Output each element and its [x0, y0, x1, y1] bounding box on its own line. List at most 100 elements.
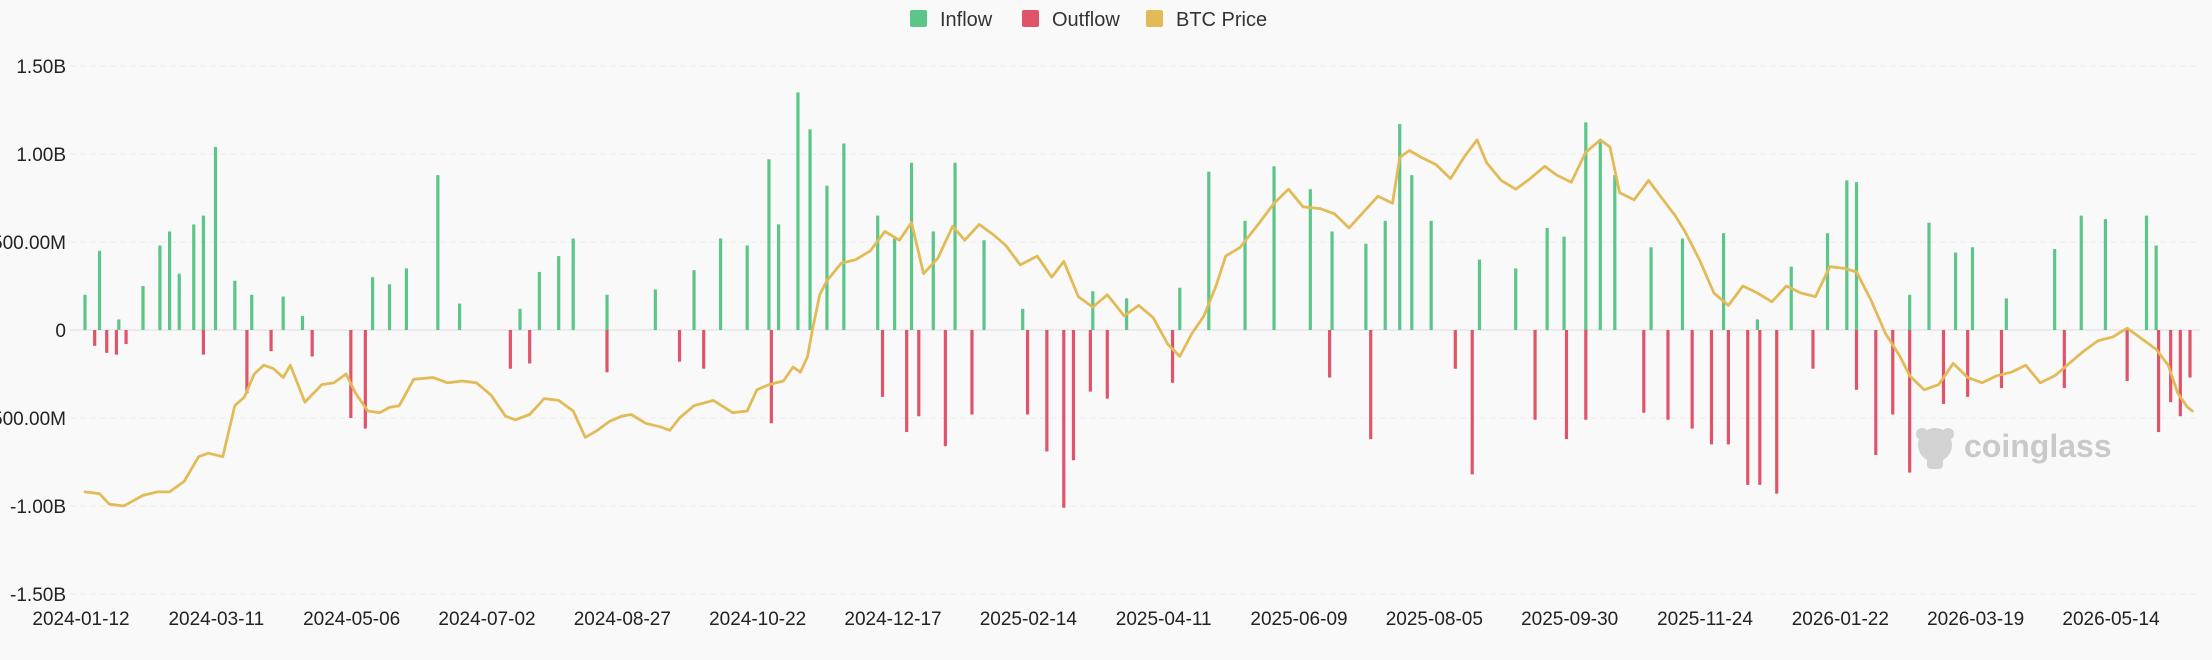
inflow-bar — [808, 129, 812, 330]
legend-swatch-inflow — [910, 10, 927, 27]
inflow-bar — [1789, 266, 1793, 330]
inflow-bar — [1545, 227, 1549, 330]
btc-price-line — [83, 138, 2194, 508]
inflow-bar — [1477, 259, 1482, 330]
outflow-bar — [1666, 330, 1670, 420]
inflow-bar — [876, 215, 880, 330]
outflow-bar — [2156, 330, 2161, 433]
inflow-bar — [458, 303, 462, 330]
x-tick-label: 2025-06-09 — [1250, 609, 1347, 630]
legend-item-btc-price[interactable]: BTC Price — [1146, 9, 1267, 31]
outflow-bar — [363, 330, 367, 429]
outflow-bar — [1088, 330, 1092, 392]
legend-label: Outflow — [1052, 9, 1120, 31]
y-tick-label: -1.50B — [10, 585, 66, 606]
inflow-bar — [141, 286, 145, 330]
x-tick-label: 2026-05-14 — [2062, 609, 2160, 630]
outflow-bar — [880, 330, 885, 397]
outflow-bar — [114, 330, 119, 355]
outflow-bar — [905, 330, 909, 433]
outflow-bar — [1071, 330, 1076, 461]
outflow-bar — [201, 330, 206, 355]
inflow-bar — [192, 224, 196, 330]
x-tick-label: 2024-05-06 — [303, 609, 400, 630]
inflow-bar — [1243, 220, 1247, 330]
inflow-bar — [1330, 231, 1334, 330]
inflow-bar — [931, 231, 935, 330]
outflow-bar — [1105, 330, 1109, 399]
x-tick-label: 2024-07-02 — [438, 609, 535, 630]
outflow-bar — [124, 330, 128, 345]
inflow-bar — [825, 185, 829, 330]
y-tick-label: -1.00B — [10, 497, 66, 518]
x-tick-label: 2025-09-30 — [1521, 609, 1618, 630]
outflow-bar — [1642, 330, 1646, 413]
inflow-bar — [982, 240, 986, 330]
inflow-bar — [1970, 247, 1975, 330]
inflow-bar — [1272, 166, 1276, 330]
outflow-bar — [1025, 330, 1030, 415]
outflow-bar — [2188, 330, 2192, 378]
inflow-bar — [117, 319, 121, 330]
inflow-bar — [1429, 220, 1433, 330]
inflow-bar — [1207, 171, 1211, 330]
inflow-bar — [1514, 268, 1518, 330]
legend-item-outflow[interactable]: Outflow — [1022, 9, 1120, 31]
inflow-bar — [1308, 189, 1312, 330]
inflow-bar — [1584, 122, 1588, 330]
price-line-layer — [83, 138, 2194, 508]
y-tick-label: 500.00M — [0, 233, 66, 254]
inflow-bar — [796, 92, 800, 331]
outflow-bar — [310, 330, 314, 357]
inflow-bar — [767, 159, 771, 330]
outflow-bar — [1453, 330, 1457, 369]
inflow-bar — [404, 268, 409, 330]
y-tick-label: 0 — [55, 321, 66, 342]
inflow-bar — [387, 284, 392, 330]
outflow-bar — [269, 330, 273, 352]
outflow-bar — [1874, 330, 1878, 455]
outflow-bar — [1758, 330, 1762, 485]
outflow-bar — [105, 330, 109, 353]
outflow-bar — [1999, 330, 2004, 389]
inflow-bar — [233, 280, 237, 330]
inflow-bar — [250, 294, 254, 330]
outflow-bar — [1170, 330, 1175, 383]
y-tick-label: 1.50B — [16, 57, 66, 78]
inflow-bar — [1178, 287, 1182, 330]
x-tick-label: 2025-11-24 — [1657, 609, 1753, 630]
watermark: coinglass — [1916, 428, 2112, 469]
legend-item-inflow[interactable]: Inflow — [910, 9, 993, 31]
inflow-bar — [2103, 219, 2108, 330]
outflow-bar — [769, 330, 773, 424]
legend-label: Inflow — [940, 9, 993, 31]
x-tick-label: 2024-03-11 — [168, 609, 264, 630]
inflow-bar — [1021, 308, 1025, 330]
inflow-bar — [571, 238, 575, 330]
legend: Inflow Outflow BTC Price — [910, 9, 1267, 31]
inflow-bar — [557, 256, 561, 330]
inflow-bar — [1649, 247, 1653, 330]
outflow-bar — [1854, 330, 1859, 390]
inflow-bar — [605, 294, 609, 330]
inflow-bar — [1927, 222, 1931, 330]
watermark-text: coinglass — [1964, 428, 2112, 464]
x-tick-label: 2024-01-12 — [32, 609, 129, 630]
inflow-bar — [2053, 249, 2057, 330]
inflow-bar — [1854, 182, 1859, 330]
inflow-bar — [83, 294, 87, 330]
outflow-bar — [2125, 330, 2129, 382]
outflow-bar — [1045, 330, 1049, 452]
inflow-bar — [1613, 175, 1617, 330]
inflow-bar — [1410, 175, 1414, 330]
outflow-bar — [1062, 330, 1066, 508]
outflow-bar — [1470, 330, 1474, 475]
outflow-bar — [508, 330, 512, 369]
x-tick-label: 2024-12-17 — [844, 609, 941, 630]
outflow-bar — [605, 330, 609, 373]
outflow-bar — [1584, 330, 1588, 420]
inflow-bar — [1562, 236, 1566, 330]
legend-label: BTC Price — [1176, 9, 1267, 31]
outflow-bar — [245, 330, 249, 394]
x-tick-label: 2026-03-19 — [1927, 609, 2024, 630]
